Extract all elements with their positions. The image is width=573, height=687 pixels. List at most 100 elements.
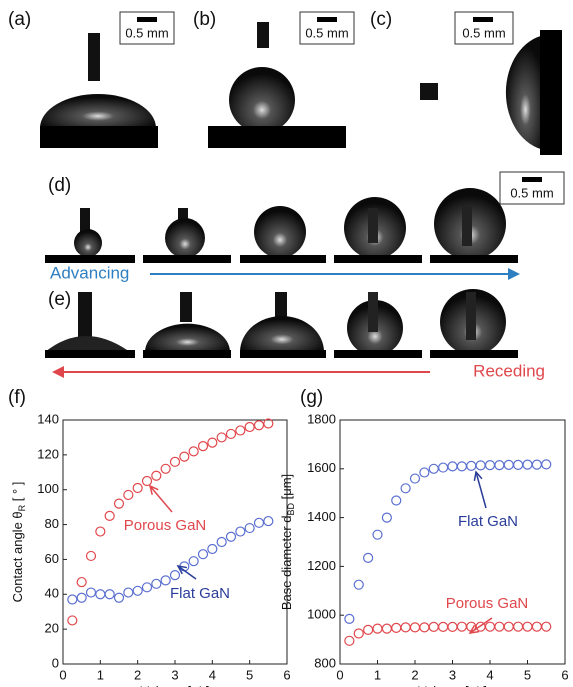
scale-bar: 0.5 mm <box>454 11 514 45</box>
panel-label: (d) <box>48 175 71 196</box>
receding-label: Receding <box>473 361 545 380</box>
data-point <box>466 460 477 471</box>
panel-label: (b) <box>193 9 216 30</box>
data-point <box>216 432 227 443</box>
data-point <box>372 623 383 634</box>
data-point <box>253 420 265 431</box>
data-point <box>372 529 383 540</box>
y-tick-label: 1800 <box>307 411 336 426</box>
y-tick-label: 1000 <box>307 607 336 622</box>
data-point <box>244 522 255 534</box>
scale-label: 0.5 mm <box>510 185 553 200</box>
data-point <box>531 621 542 632</box>
data-point <box>76 592 87 603</box>
panel-label: (c) <box>370 9 392 30</box>
annotation: Flat GaN <box>170 585 230 602</box>
data-point <box>400 622 411 633</box>
data-point <box>151 578 162 589</box>
y-axis-label: Contact angle θR [ ° ] <box>10 482 27 603</box>
data-point <box>141 582 153 593</box>
y-tick-label: 60 <box>45 551 59 566</box>
annotation-arrow-head <box>176 564 187 575</box>
scale-bar: 0.5 mm <box>119 11 175 45</box>
data-point <box>235 425 246 436</box>
scale-bar: 0.5 mm <box>299 11 355 45</box>
annotation-arrow <box>469 617 493 634</box>
data-point <box>141 475 153 487</box>
data-point <box>353 579 364 590</box>
panel-label: (g) <box>300 387 323 408</box>
data-point <box>344 635 355 646</box>
x-tick-label: 6 <box>561 667 568 682</box>
data-point <box>391 622 402 633</box>
data-point <box>132 585 143 596</box>
x-tick-label: 4 <box>209 667 216 682</box>
scale-label: 0.5 mm <box>462 25 505 40</box>
data-point <box>522 459 533 470</box>
data-point <box>207 437 218 448</box>
photo <box>420 30 562 155</box>
data-point <box>494 460 505 471</box>
y-tick-label: 40 <box>45 586 59 601</box>
data-point <box>503 459 514 470</box>
x-tick-label: 5 <box>246 667 253 682</box>
y-tick-label: 80 <box>45 516 59 531</box>
data-point <box>235 526 246 537</box>
y-tick-label: 100 <box>37 481 59 496</box>
data-point <box>263 515 274 527</box>
data-point <box>169 456 181 467</box>
data-point <box>513 459 524 470</box>
annotation-arrow-head <box>468 624 480 634</box>
data-point <box>541 459 552 470</box>
data-point <box>188 446 199 457</box>
annotation: Flat GaN <box>458 513 518 530</box>
data-point <box>353 628 364 639</box>
scale-label: 0.5 mm <box>305 25 348 40</box>
x-tick-label: 5 <box>524 667 531 682</box>
data-point <box>132 482 143 494</box>
advancing-label: Advancing <box>50 263 129 282</box>
data-point <box>447 461 458 472</box>
data-point <box>104 589 115 600</box>
photo <box>40 33 158 148</box>
panel-label: (a) <box>8 9 31 30</box>
data-point <box>513 621 524 632</box>
arrow-head <box>52 366 64 378</box>
data-point <box>263 418 274 429</box>
data-point <box>151 470 162 481</box>
y-tick-label: 0 <box>52 655 59 670</box>
data-point <box>381 512 392 523</box>
data-point <box>244 421 255 433</box>
y-tick-label: 1200 <box>307 558 336 573</box>
data-point <box>67 615 78 626</box>
plot-frame <box>62 419 288 665</box>
annotation: Porous GaN <box>124 517 207 534</box>
y-axis-label-text: Base diameter d <box>279 516 294 611</box>
photo <box>208 22 346 148</box>
annotation-arrow <box>475 471 487 509</box>
data-point <box>253 517 265 528</box>
x-tick-label: 0 <box>59 667 66 682</box>
data-point <box>197 441 209 452</box>
data-point <box>484 460 496 471</box>
data-point <box>456 621 467 632</box>
data-point <box>76 576 87 588</box>
y-axis-label: Base diameter dBD [μm] <box>279 474 296 610</box>
x-axis-label: Volume [μL] <box>418 683 487 687</box>
data-point <box>197 549 209 560</box>
x-tick-label: 2 <box>134 667 141 682</box>
data-point <box>216 536 227 548</box>
y-tick-label: 800 <box>314 655 336 670</box>
data-point <box>225 428 237 440</box>
x-tick-label: 3 <box>449 667 456 682</box>
data-point <box>409 473 421 484</box>
data-point <box>179 451 190 462</box>
data-point <box>494 621 505 632</box>
data-point <box>113 592 125 603</box>
annotation-arrow <box>149 485 173 513</box>
y-axis-label-end: [μm] <box>279 474 294 503</box>
data-point <box>85 550 97 562</box>
photo-row <box>45 289 518 358</box>
y-tick-label: 1600 <box>307 460 336 475</box>
annotation: Porous GaN <box>446 595 529 612</box>
